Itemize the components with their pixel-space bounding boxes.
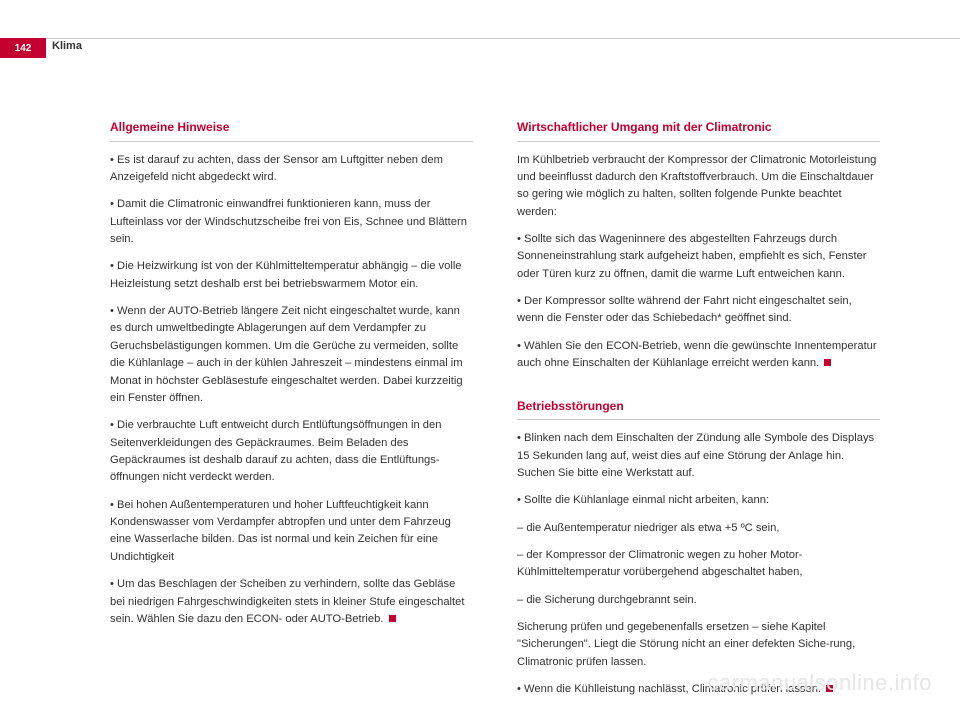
- section-title: Klima: [52, 40, 82, 52]
- paragraph: • Die Heizwirkung ist von der Kühlmittel…: [110, 258, 473, 293]
- paragraph: Im Kühlbetrieb verbraucht der Kompressor…: [517, 152, 880, 221]
- top-rule: [0, 38, 960, 39]
- watermark: carmanualsonline.info: [707, 670, 932, 696]
- paragraph: • Damit die Climatronic einwandfrei funk…: [110, 196, 473, 248]
- paragraph: • Die verbrauchte Luft entweicht durch E…: [110, 417, 473, 486]
- heading-allgemeine-hinweise: Allgemeine Hinweise: [110, 118, 473, 142]
- content-columns: Allgemeine Hinweise • Es ist darauf zu a…: [110, 118, 880, 708]
- left-column: Allgemeine Hinweise • Es ist darauf zu a…: [110, 118, 473, 708]
- right-column: Wirtschaftlicher Umgang mit der Climatro…: [517, 118, 880, 708]
- paragraph: Sicherung prüfen und gegebenenfalls erse…: [517, 619, 880, 671]
- end-marker-icon: [824, 359, 831, 366]
- paragraph: – die Sicherung durchgebrannt sein.: [517, 592, 880, 609]
- page-number-tab: 142: [0, 38, 46, 58]
- paragraph: • Es ist darauf zu achten, dass der Sens…: [110, 152, 473, 187]
- paragraph: – der Kompressor der Climatronic wegen z…: [517, 547, 880, 582]
- end-marker-icon: [389, 615, 396, 622]
- paragraph: • Sollte die Kühlanlage einmal nicht arb…: [517, 492, 880, 509]
- heading-wirtschaftlicher-umgang: Wirtschaftlicher Umgang mit der Climatro…: [517, 118, 880, 142]
- paragraph: • Wenn der AUTO-Betrieb längere Zeit nic…: [110, 303, 473, 407]
- paragraph: • Um das Beschlagen der Scheiben zu verh…: [110, 576, 473, 628]
- paragraph: • Sollte sich das Wageninnere des abgest…: [517, 231, 880, 283]
- heading-betriebsstoerungen: Betriebsstörungen: [517, 397, 880, 421]
- paragraph: • Der Kompressor sollte während der Fahr…: [517, 293, 880, 328]
- paragraph: – die Außentemperatur niedriger als etwa…: [517, 520, 880, 537]
- paragraph: • Blinken nach dem Einschalten der Zündu…: [517, 430, 880, 482]
- paragraph-text: • Um das Beschlagen der Scheiben zu verh…: [110, 578, 464, 625]
- paragraph-text: • Wählen Sie den ECON-Betrieb, wenn die …: [517, 340, 877, 369]
- paragraph: • Bei hohen Außentemperaturen und hoher …: [110, 497, 473, 566]
- paragraph: • Wählen Sie den ECON-Betrieb, wenn die …: [517, 338, 880, 373]
